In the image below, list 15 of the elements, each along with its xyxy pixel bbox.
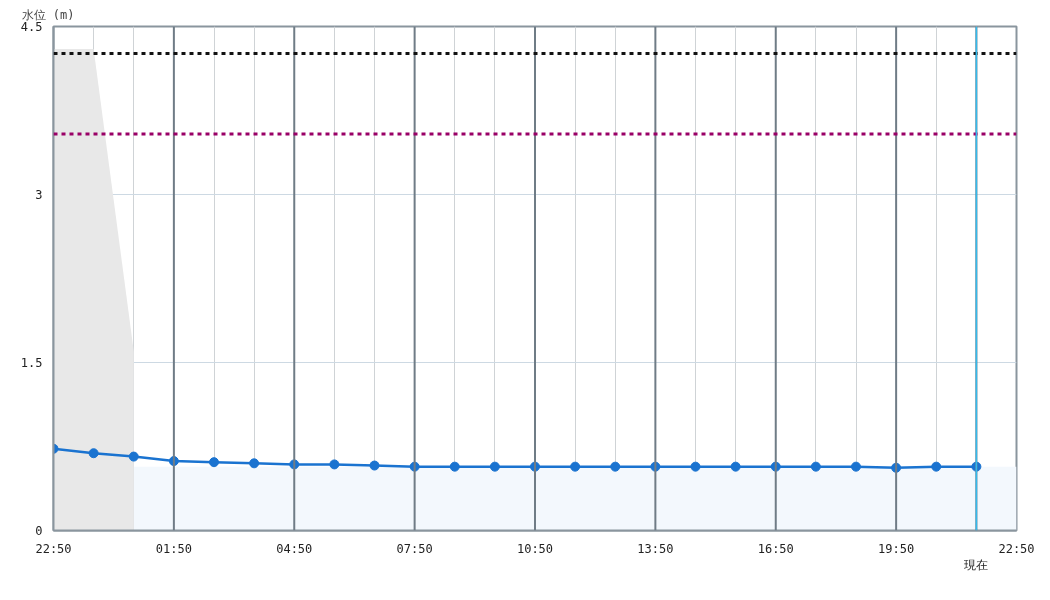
y-tick-label: 3 — [35, 188, 43, 202]
x-tick-label: 01:50 — [155, 541, 192, 556]
y-axis-title: 水位 (m) — [21, 7, 75, 22]
y-tick-label: 1.5 — [20, 356, 43, 370]
y-tick-label: 0 — [35, 524, 43, 538]
x-tick-label: 04:50 — [276, 541, 313, 556]
x-tick-label: 07:50 — [396, 541, 433, 556]
x-tick-label: 16:50 — [757, 541, 794, 556]
x-tick-label: 19:50 — [878, 541, 915, 556]
x-tick-label: 10:50 — [516, 541, 554, 556]
x-tick-label: 現在 — [964, 558, 989, 573]
x-tick-label: 13:50 — [637, 541, 674, 556]
x-tick-label: 22:50 — [35, 541, 72, 556]
x-tick-label: 22:50 — [998, 541, 1035, 556]
y-tick-label: 4.5 — [20, 20, 43, 34]
